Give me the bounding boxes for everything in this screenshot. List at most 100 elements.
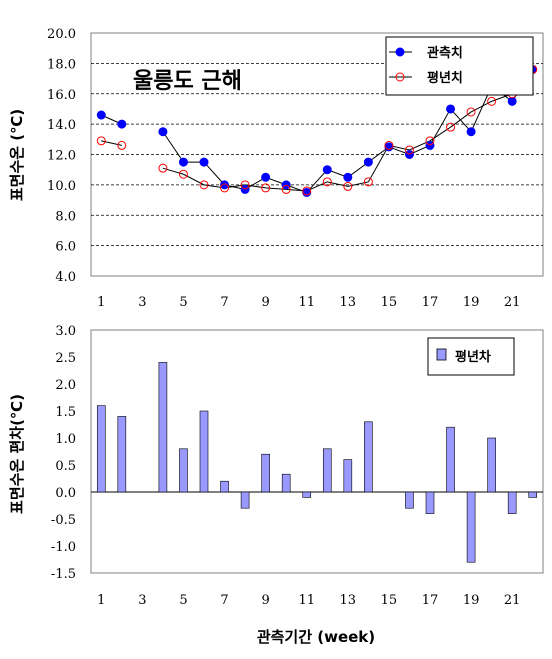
normal-series-line: [101, 140, 122, 146]
bottom-x-tick-label: 7: [220, 593, 228, 608]
normal-point: [466, 107, 476, 117]
top-x-tick-label: 9: [261, 295, 269, 310]
normal-point: [343, 181, 353, 191]
legend-normal-label: 평년치: [427, 70, 463, 86]
anomaly-bar: [179, 448, 188, 493]
normal-point: [446, 122, 456, 132]
observed-point: [240, 184, 250, 194]
bottom-y-tick-label: 2.5: [55, 351, 76, 366]
legend-observed-marker: [395, 47, 405, 57]
anomaly-bar: [528, 491, 538, 498]
bottom-y-tick-label: -1.0: [51, 540, 76, 555]
legend-normal-marker: [395, 72, 405, 82]
bottom-y-tick-label: 2.0: [55, 378, 76, 393]
observed-point: [261, 172, 271, 182]
anomaly-bar: [117, 416, 127, 493]
normal-point: [158, 163, 168, 173]
top-x-tick-label: 3: [138, 295, 146, 310]
observed-point: [507, 96, 517, 106]
top-x-tick-label: 21: [504, 295, 521, 310]
top-x-tick-label: 7: [220, 295, 228, 310]
normal-point: [487, 96, 497, 106]
top-y-tick-label: 12.0: [47, 149, 76, 164]
bottom-y-tick-label: 0.5: [55, 459, 76, 474]
anomaly-bar: [281, 473, 291, 493]
observed-point: [281, 180, 291, 190]
top-y-tick-label: 10.0: [47, 179, 76, 194]
observed-point: [158, 127, 168, 137]
normal-point: [96, 136, 106, 146]
anomaly-bar: [158, 362, 168, 493]
bottom-x-tick-label: 9: [261, 593, 269, 608]
top-y-axis-label: 표면수온 (℃): [8, 109, 26, 201]
normal-point: [178, 169, 188, 179]
anomaly-bar: [405, 491, 414, 509]
anomaly-bar: [507, 491, 517, 514]
top-x-tick-label: 15: [381, 295, 398, 310]
normal-point: [240, 180, 250, 190]
bottom-y-tick-label: -1.5: [51, 567, 76, 582]
bottom-x-tick-label: 5: [179, 593, 187, 608]
observed-point: [199, 157, 209, 167]
bottom-x-axis-label: 관측기간 (week): [257, 628, 375, 646]
bottom-y-tick-label: 1.5: [55, 405, 76, 420]
bottom-legend: 평년차: [427, 337, 515, 376]
bottom-x-tick-label: 13: [340, 593, 357, 608]
observed-point: [117, 119, 127, 129]
bottom-y-tick-label: 1.0: [55, 432, 76, 447]
normal-point: [281, 184, 291, 194]
normal-point: [199, 180, 209, 190]
top-y-tick-label: 6.0: [55, 240, 76, 255]
normal-point: [117, 140, 127, 150]
top-x-tick-label: 19: [463, 295, 480, 310]
bottom-x-tick-label: 11: [298, 593, 315, 608]
bottom-x-tick-label: 19: [463, 593, 480, 608]
anomaly-bar: [220, 480, 229, 493]
observed-point: [404, 150, 414, 159]
anomaly-bar: [446, 426, 455, 493]
normal-point: [220, 183, 230, 193]
top-y-tick-label: 20.0: [47, 27, 76, 42]
bottom-y-tick-label: -0.5: [51, 513, 76, 528]
observed-point: [466, 127, 476, 137]
top-y-tick-label: 18.0: [47, 57, 76, 72]
bottom-x-tick-label: 3: [138, 593, 146, 608]
top-x-tick-label: 13: [340, 295, 357, 310]
anomaly-bar: [199, 410, 209, 493]
observed-point: [220, 180, 230, 190]
bottom-x-tick-label: 21: [504, 593, 521, 608]
normal-point: [322, 177, 332, 187]
anomaly-bar: [425, 491, 435, 514]
top-inner-title: 울릉도 근해: [133, 69, 242, 94]
legend-observed-label: 관측치: [427, 45, 463, 61]
anomaly-bar: [302, 491, 312, 498]
normal-point: [384, 140, 394, 150]
top-x-tick-label: 17: [422, 295, 439, 310]
top-y-tick-label: 8.0: [55, 209, 76, 224]
bottom-y-axis-label: 표면수온 편차(℃): [8, 394, 26, 514]
bottom-x-tick-label: 15: [381, 593, 398, 608]
anomaly-bar: [240, 491, 250, 509]
top-x-tick-label: 5: [179, 295, 187, 310]
legend-anomaly-label: 평년차: [455, 349, 491, 365]
normal-point: [261, 183, 271, 193]
observed-point: [178, 157, 188, 167]
top-x-tick-label: 11: [298, 295, 315, 310]
top-y-tick-label: 4.0: [55, 270, 76, 285]
anomaly-bar: [322, 448, 332, 493]
bottom-y-tick-label: 3.0: [55, 324, 76, 339]
normal-point: [404, 145, 414, 155]
observed-point: [425, 140, 435, 150]
anomaly-bar: [261, 453, 270, 493]
anomaly-bar: [343, 459, 353, 493]
normal-point: [302, 186, 312, 196]
observed-point: [343, 172, 353, 182]
legend-anomaly-swatch: [436, 348, 447, 361]
normal-point: [425, 136, 435, 146]
bottom-x-tick-label: 17: [422, 593, 439, 608]
observed-point: [363, 157, 373, 167]
bottom-y-tick-label: 0.0: [55, 486, 76, 501]
anomaly-bar: [487, 437, 496, 493]
top-y-tick-label: 16.0: [47, 88, 76, 103]
